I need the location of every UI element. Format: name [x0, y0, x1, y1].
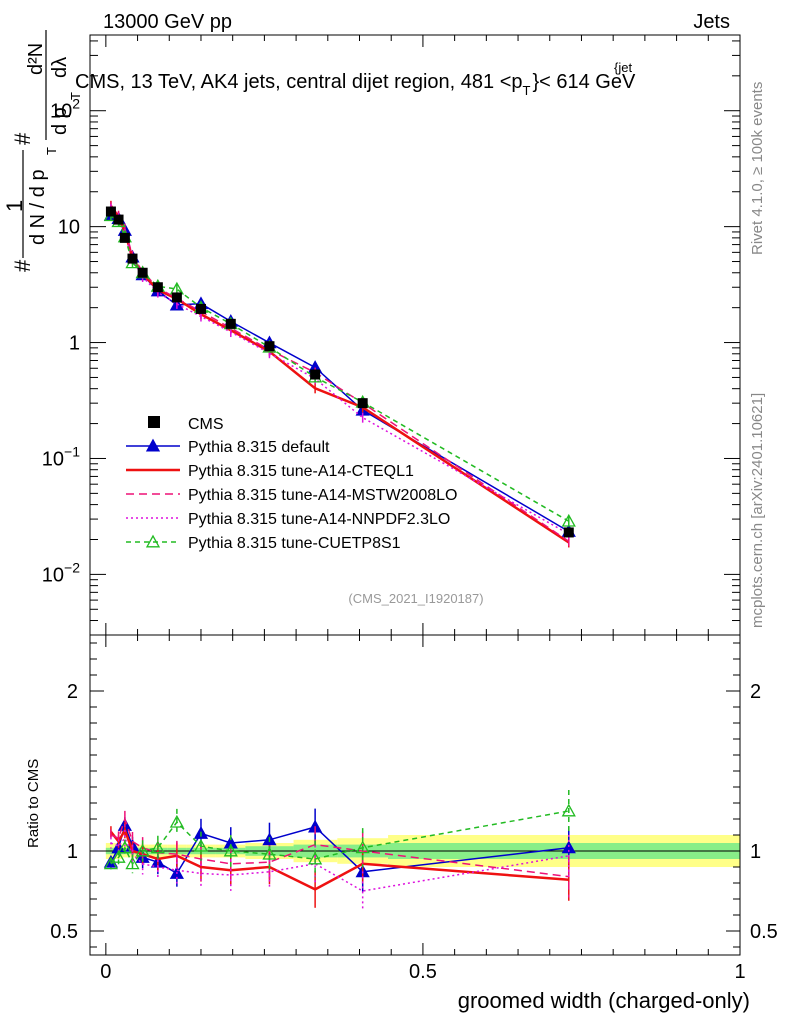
source-label: mcplots.cern.ch [arXiv:2401.10621] — [749, 393, 766, 628]
ratio-series — [103, 790, 576, 911]
series-marker — [355, 840, 370, 854]
data-point — [105, 206, 116, 217]
ratio-tick-label-left: 2 — [67, 681, 78, 703]
series-line-main — [110, 214, 570, 533]
ylabel-d2n: d²N — [25, 43, 47, 75]
legend-label: Pythia 8.315 default — [188, 439, 330, 456]
series-marker — [117, 840, 132, 854]
data-point — [563, 527, 574, 538]
x-tick-label: 1 — [734, 961, 745, 983]
ratio-plot-frame — [89, 634, 741, 956]
data-point — [310, 369, 321, 380]
series-marker — [193, 838, 209, 852]
title-end: }< 614 GeV — [532, 71, 636, 93]
x-axis-label: groomed width (charged-only) — [458, 988, 750, 1013]
data-point — [195, 303, 206, 314]
data-point — [357, 398, 368, 409]
data-point — [171, 292, 182, 303]
series-marker — [125, 856, 140, 870]
series-marker — [111, 850, 126, 863]
series-marker — [135, 843, 150, 857]
ratio-y-label: Ratio to CMS — [25, 759, 42, 848]
ylabel-dpt: d p — [49, 107, 71, 135]
ratio-tick-label-left: 1 — [67, 841, 78, 863]
ratio-tick-label-right: 1 — [750, 841, 761, 863]
x-tick-label: 0 — [100, 961, 111, 983]
rivet-version-label: Rivet 4.1.0, ≥ 100k events — [749, 82, 766, 255]
series-line-main — [110, 208, 570, 535]
series-marker — [561, 803, 576, 817]
y-tick-label: 10−1 — [42, 443, 80, 470]
legend-marker — [145, 438, 161, 452]
series-marker — [561, 840, 576, 854]
legend-label: Pythia 8.315 tune-A14-CTEQL1 — [188, 463, 414, 480]
y-tick-label: 10−2 — [42, 559, 80, 586]
y-tick-label: 1 — [69, 333, 80, 355]
legend-marker-data — [148, 416, 160, 428]
ylabel-dn: d N / d p — [27, 169, 49, 245]
data-point — [113, 214, 124, 225]
data-point — [264, 341, 275, 352]
series-marker — [308, 851, 323, 865]
ylabel-hash-1: # — [10, 259, 35, 272]
title-sup: {jet — [614, 60, 632, 75]
ratio-tick-label-left: 0.5 — [50, 921, 78, 943]
series-marker — [262, 846, 277, 860]
y-axis-label: # 1 d N / d p T # d²N d p T dλ — [2, 30, 83, 272]
data-point — [225, 318, 236, 329]
title-main: CMS, 13 TeV, AK4 jets, central dijet reg… — [75, 71, 523, 93]
series-marker — [169, 814, 184, 828]
analysis-tag: (CMS_2021_I1920187) — [348, 591, 483, 606]
ylabel-t: T — [44, 147, 59, 155]
series-marker — [223, 843, 238, 857]
legend-label: Pythia 8.315 tune-CUETP8S1 — [188, 535, 401, 552]
legend-label-data: CMS — [188, 416, 224, 433]
main-series — [103, 200, 576, 548]
data-point — [119, 232, 130, 243]
title-sub: T — [523, 83, 531, 98]
header-right-label: Jets — [693, 11, 730, 33]
ylabel-hash-2: # — [10, 132, 35, 145]
legend-label: Pythia 8.315 tune-A14-MSTW2008LO — [188, 487, 457, 504]
svg-text:CMS, 13 TeV, AK4 jets, central: CMS, 13 TeV, AK4 jets, central dijet reg… — [75, 71, 636, 98]
data-point — [137, 267, 148, 278]
legend: CMS Pythia 8.315 default Pythia 8.315 tune… — [126, 416, 457, 552]
data-point — [127, 253, 138, 264]
series-marker — [103, 856, 119, 870]
ratio-tick-label-right: 0.5 — [750, 921, 778, 943]
x-tick-label: 0.5 — [409, 961, 437, 983]
ylabel-one: 1 — [2, 200, 27, 212]
legend-label: Pythia 8.315 tune-A14-NNPDF2.3LO — [188, 511, 450, 528]
header-left-label: 13000 GeV pp — [103, 11, 232, 33]
data-point — [152, 282, 163, 293]
ratio-tick-label-right: 2 — [750, 681, 761, 703]
series-marker — [150, 840, 165, 854]
legend-marker — [145, 534, 161, 548]
ylabel-t2: T — [68, 92, 83, 100]
y-tick-label: 10 — [58, 217, 80, 239]
ylabel-dlambda: dλ — [49, 57, 71, 78]
plot-title: CMS, 13 TeV, AK4 jets, central dijet reg… — [75, 60, 636, 98]
series-marker — [561, 513, 576, 527]
y-tick-label: 102 — [50, 96, 80, 123]
